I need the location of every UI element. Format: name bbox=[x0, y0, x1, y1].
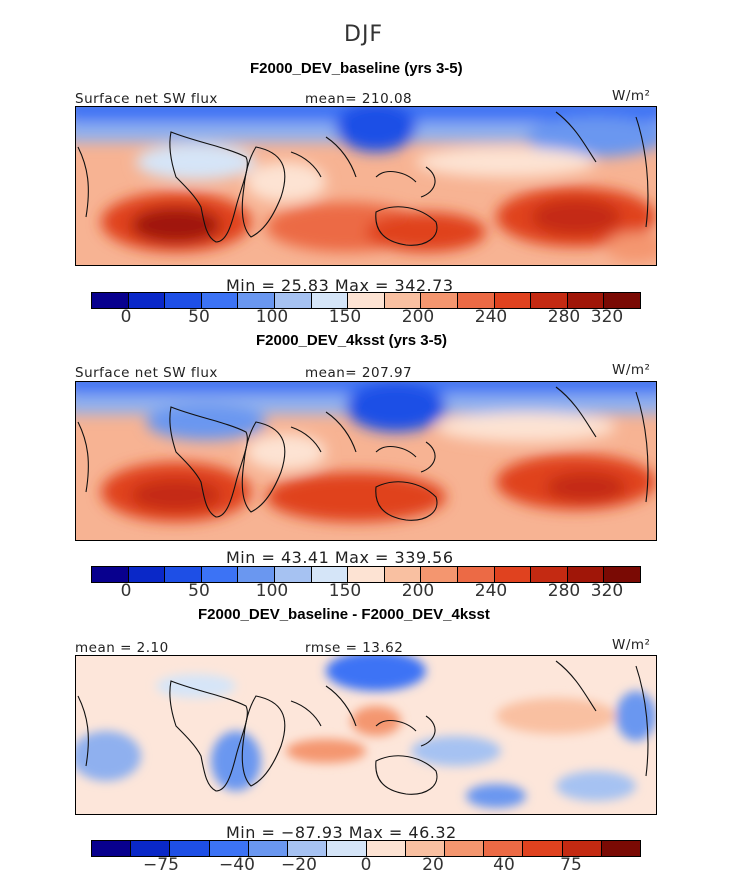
colorbar-swatch bbox=[92, 293, 129, 308]
colorbar-tick-label: 0 bbox=[120, 581, 132, 601]
colorbar-swatch bbox=[421, 567, 458, 582]
colorbar-tick-label: −20 bbox=[281, 855, 317, 875]
panel-1-map bbox=[75, 106, 657, 266]
colorbar-tick-label: 0 bbox=[120, 307, 132, 327]
panel-1-units-label: W/m² bbox=[612, 88, 651, 104]
colorbar-tick-label: 0 bbox=[360, 855, 372, 875]
panel-2-map bbox=[75, 381, 657, 541]
panel-2-colorbar bbox=[91, 566, 641, 583]
colorbar-swatch bbox=[567, 567, 605, 582]
panel-3-map bbox=[75, 655, 657, 815]
colorbar-tick-label: 240 bbox=[474, 307, 508, 327]
colorbar-tick-label: 50 bbox=[188, 307, 210, 327]
colorbar-swatch bbox=[531, 567, 568, 582]
colorbar-swatch bbox=[348, 567, 385, 582]
colorbar-swatch bbox=[421, 293, 458, 308]
panel-2-units-label: W/m² bbox=[612, 362, 651, 378]
colorbar-swatch bbox=[92, 841, 132, 856]
colorbar-swatch bbox=[444, 841, 485, 856]
colorbar-swatch bbox=[274, 567, 312, 582]
colorbar-swatch bbox=[384, 293, 422, 308]
colorbar-tick-label: 75 bbox=[560, 855, 582, 875]
colorbar-swatch bbox=[165, 567, 202, 582]
colorbar-tick-label: 200 bbox=[401, 581, 435, 601]
colorbar-tick-label: 320 bbox=[590, 307, 624, 327]
colorbar-swatch bbox=[494, 567, 532, 582]
panel-1-field bbox=[76, 107, 656, 265]
colorbar-tick-label: 50 bbox=[188, 581, 210, 601]
colorbar-tick-label: −40 bbox=[219, 855, 255, 875]
colorbar-tick-label: 150 bbox=[328, 307, 362, 327]
colorbar-tick-label: −75 bbox=[143, 855, 179, 875]
panel-1-minmax: Min = 25.83 Max = 342.73 bbox=[226, 276, 454, 295]
colorbar-swatch bbox=[238, 293, 275, 308]
panel-3-mean-label: mean = 2.10 bbox=[75, 640, 169, 656]
colorbar-swatch bbox=[562, 841, 602, 856]
colorbar-swatch bbox=[523, 841, 563, 856]
panel-3-field bbox=[76, 656, 656, 814]
colorbar-swatch bbox=[457, 567, 495, 582]
panel-1-colorbar bbox=[91, 292, 641, 309]
colorbar-tick-label: 150 bbox=[328, 581, 362, 601]
colorbar-swatch bbox=[170, 841, 210, 856]
colorbar-swatch bbox=[128, 293, 166, 308]
panel-1-mean-label: mean= 210.08 bbox=[305, 91, 413, 107]
colorbar-tick-label: 40 bbox=[493, 855, 515, 875]
colorbar-swatch bbox=[209, 841, 249, 856]
colorbar-swatch bbox=[457, 293, 495, 308]
panel-1-variable-label: Surface net SW flux bbox=[75, 91, 218, 107]
colorbar-tick-label: 280 bbox=[547, 581, 581, 601]
figure-title: DJF bbox=[344, 22, 384, 47]
colorbar-swatch bbox=[165, 293, 202, 308]
colorbar-swatch bbox=[288, 841, 328, 856]
panel-2-mean-label: mean= 207.97 bbox=[305, 365, 413, 381]
panel-2-variable-label: Surface net SW flux bbox=[75, 365, 218, 381]
colorbar-swatch bbox=[494, 293, 532, 308]
panel-3-units-label: W/m² bbox=[612, 637, 651, 653]
colorbar-swatch bbox=[531, 293, 568, 308]
colorbar-swatch bbox=[238, 567, 275, 582]
colorbar-swatch bbox=[274, 293, 312, 308]
colorbar-swatch bbox=[567, 293, 605, 308]
colorbar-swatch bbox=[201, 293, 239, 308]
panel-3-title: F2000_DEV_baseline - F2000_DEV_4ksst bbox=[198, 606, 490, 623]
panel-2-coastlines bbox=[77, 386, 649, 521]
colorbar-swatch bbox=[201, 567, 239, 582]
panel-3-coastlines bbox=[77, 660, 649, 795]
colorbar-swatch bbox=[327, 841, 367, 856]
colorbar-swatch bbox=[484, 841, 524, 856]
colorbar-swatch bbox=[604, 293, 640, 308]
colorbar-swatch bbox=[248, 841, 289, 856]
panel-3-minmax: Min = −87.93 Max = 46.32 bbox=[226, 823, 457, 842]
colorbar-swatch bbox=[384, 567, 422, 582]
colorbar-swatch bbox=[131, 841, 171, 856]
colorbar-swatch bbox=[366, 841, 406, 856]
panel-2-minmax: Min = 43.41 Max = 339.56 bbox=[226, 548, 454, 567]
colorbar-swatch bbox=[601, 841, 641, 856]
colorbar-swatch bbox=[405, 841, 445, 856]
panel-1-title: F2000_DEV_baseline (yrs 3-5) bbox=[250, 60, 463, 77]
panel-2-title: F2000_DEV_4ksst (yrs 3-5) bbox=[256, 332, 447, 349]
colorbar-tick-label: 20 bbox=[422, 855, 444, 875]
colorbar-swatch bbox=[311, 567, 349, 582]
colorbar-tick-label: 280 bbox=[547, 307, 581, 327]
colorbar-tick-label: 240 bbox=[474, 581, 508, 601]
panel-3-rmse-label: rmse = 13.62 bbox=[305, 640, 404, 656]
panel-2-field bbox=[76, 382, 656, 540]
colorbar-tick-label: 320 bbox=[590, 581, 624, 601]
colorbar-swatch bbox=[348, 293, 385, 308]
colorbar-tick-label: 200 bbox=[401, 307, 435, 327]
colorbar-tick-label: 100 bbox=[255, 307, 289, 327]
colorbar-swatch bbox=[604, 567, 640, 582]
colorbar-swatch bbox=[128, 567, 166, 582]
colorbar-tick-label: 100 bbox=[255, 581, 289, 601]
colorbar-swatch bbox=[311, 293, 349, 308]
panel-3-colorbar bbox=[91, 840, 641, 857]
panel-1-coastlines bbox=[77, 111, 649, 246]
colorbar-swatch bbox=[92, 567, 129, 582]
